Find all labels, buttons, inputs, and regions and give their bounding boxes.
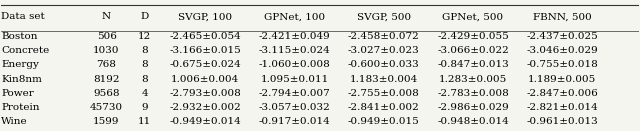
Text: -0.600±0.033: -0.600±0.033 bbox=[348, 60, 420, 69]
Text: Power: Power bbox=[1, 89, 34, 98]
Text: Energy: Energy bbox=[1, 60, 39, 69]
Text: -2.783±0.008: -2.783±0.008 bbox=[437, 89, 509, 98]
Text: -2.794±0.007: -2.794±0.007 bbox=[259, 89, 330, 98]
Text: -1.060±0.008: -1.060±0.008 bbox=[259, 60, 330, 69]
Text: 1030: 1030 bbox=[93, 46, 120, 55]
Text: Protein: Protein bbox=[1, 103, 40, 112]
Text: SVGP, 100: SVGP, 100 bbox=[178, 12, 232, 21]
Text: Kin8nm: Kin8nm bbox=[1, 75, 42, 84]
Text: -2.437±0.025: -2.437±0.025 bbox=[526, 32, 598, 41]
Text: GPNet, 500: GPNet, 500 bbox=[442, 12, 504, 21]
Text: -2.421±0.049: -2.421±0.049 bbox=[259, 32, 330, 41]
Text: 12: 12 bbox=[138, 32, 152, 41]
Text: 1.095±0.011: 1.095±0.011 bbox=[260, 75, 328, 84]
Text: Concrete: Concrete bbox=[1, 46, 50, 55]
Text: 1.189±0.005: 1.189±0.005 bbox=[528, 75, 596, 84]
Text: GPNet, 100: GPNet, 100 bbox=[264, 12, 325, 21]
Text: -0.675±0.024: -0.675±0.024 bbox=[170, 60, 241, 69]
Text: 8: 8 bbox=[141, 60, 148, 69]
Text: -2.465±0.054: -2.465±0.054 bbox=[170, 32, 241, 41]
Text: 8: 8 bbox=[141, 75, 148, 84]
Text: FBNN, 500: FBNN, 500 bbox=[532, 12, 591, 21]
Text: -3.166±0.015: -3.166±0.015 bbox=[170, 46, 241, 55]
Text: Wine: Wine bbox=[1, 117, 28, 126]
Text: -2.755±0.008: -2.755±0.008 bbox=[348, 89, 420, 98]
Text: -2.821±0.014: -2.821±0.014 bbox=[526, 103, 598, 112]
Text: 11: 11 bbox=[138, 117, 152, 126]
Text: -0.948±0.014: -0.948±0.014 bbox=[437, 117, 509, 126]
Text: 1.183±0.004: 1.183±0.004 bbox=[349, 75, 418, 84]
Text: -2.932±0.002: -2.932±0.002 bbox=[170, 103, 241, 112]
Text: -0.949±0.015: -0.949±0.015 bbox=[348, 117, 420, 126]
Text: Data set: Data set bbox=[1, 12, 45, 21]
Text: 768: 768 bbox=[97, 60, 116, 69]
Text: -2.841±0.002: -2.841±0.002 bbox=[348, 103, 420, 112]
Text: 9568: 9568 bbox=[93, 89, 120, 98]
Text: -2.793±0.008: -2.793±0.008 bbox=[170, 89, 241, 98]
Text: -3.066±0.022: -3.066±0.022 bbox=[437, 46, 509, 55]
Text: 8: 8 bbox=[141, 46, 148, 55]
Text: -3.046±0.029: -3.046±0.029 bbox=[526, 46, 598, 55]
Text: -2.847±0.006: -2.847±0.006 bbox=[526, 89, 598, 98]
Text: 506: 506 bbox=[97, 32, 116, 41]
Text: 8192: 8192 bbox=[93, 75, 120, 84]
Text: -3.115±0.024: -3.115±0.024 bbox=[259, 46, 330, 55]
Text: -0.755±0.018: -0.755±0.018 bbox=[526, 60, 598, 69]
Text: 1599: 1599 bbox=[93, 117, 120, 126]
Text: -0.847±0.013: -0.847±0.013 bbox=[437, 60, 509, 69]
Text: -3.057±0.032: -3.057±0.032 bbox=[259, 103, 330, 112]
Text: D: D bbox=[141, 12, 149, 21]
Text: Boston: Boston bbox=[1, 32, 38, 41]
Text: -2.429±0.055: -2.429±0.055 bbox=[437, 32, 509, 41]
Text: N: N bbox=[102, 12, 111, 21]
Text: 45730: 45730 bbox=[90, 103, 123, 112]
Text: -0.961±0.013: -0.961±0.013 bbox=[526, 117, 598, 126]
Text: 4: 4 bbox=[141, 89, 148, 98]
Text: 1.283±0.005: 1.283±0.005 bbox=[439, 75, 507, 84]
Text: 9: 9 bbox=[141, 103, 148, 112]
Text: -2.986±0.029: -2.986±0.029 bbox=[437, 103, 509, 112]
Text: -0.949±0.014: -0.949±0.014 bbox=[170, 117, 241, 126]
Text: -2.458±0.072: -2.458±0.072 bbox=[348, 32, 420, 41]
Text: -0.917±0.014: -0.917±0.014 bbox=[259, 117, 330, 126]
Text: SVGP, 500: SVGP, 500 bbox=[356, 12, 411, 21]
Text: -3.027±0.023: -3.027±0.023 bbox=[348, 46, 420, 55]
Text: 1.006±0.004: 1.006±0.004 bbox=[171, 75, 239, 84]
